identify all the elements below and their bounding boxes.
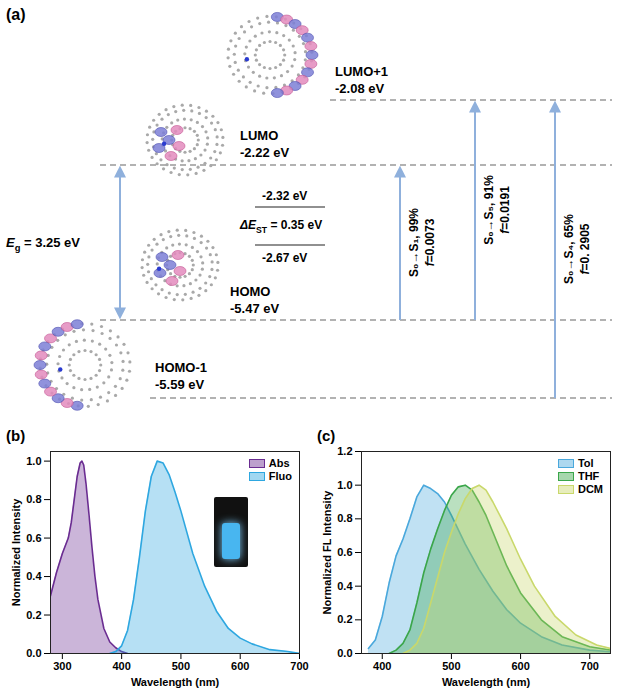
svg-text:0.8: 0.8 <box>337 512 352 524</box>
svg-text:-5.47 eV: -5.47 eV <box>230 301 279 316</box>
svg-text:700: 700 <box>581 660 599 672</box>
svg-text:LUMO+1: LUMO+1 <box>335 64 388 79</box>
svg-text:0.2: 0.2 <box>26 609 41 621</box>
svg-text:0.4: 0.4 <box>337 580 353 592</box>
svg-text:HOMO-1: HOMO-1 <box>155 360 207 375</box>
svg-text:400: 400 <box>373 660 391 672</box>
svg-text:1.2: 1.2 <box>337 445 352 457</box>
svg-text:600: 600 <box>511 660 529 672</box>
svg-text:Eg = 3.25 eV: Eg = 3.25 eV <box>6 235 80 253</box>
svg-text:600: 600 <box>231 660 249 672</box>
svg-text:0.0: 0.0 <box>26 647 41 659</box>
svg-text:-2.67 eV: -2.67 eV <box>262 251 307 265</box>
svg-text:0.6: 0.6 <box>337 546 352 558</box>
svg-text:500: 500 <box>442 660 460 672</box>
svg-text:HOMO: HOMO <box>230 284 270 299</box>
svg-text:-5.59 eV: -5.59 eV <box>155 377 204 392</box>
svg-text:S₀→S₄, 65%: S₀→S₄, 65% <box>562 214 576 284</box>
svg-text:700: 700 <box>290 660 308 672</box>
svg-text:0.4: 0.4 <box>26 570 42 582</box>
svg-text:(a): (a) <box>6 6 26 23</box>
svg-text:f=0. 2905: f=0. 2905 <box>578 223 592 274</box>
svg-text:f=0.0073: f=0.0073 <box>423 218 437 266</box>
svg-text:400: 400 <box>112 660 130 672</box>
svg-text:Normalized FL Intensity: Normalized FL Intensity <box>321 490 333 615</box>
svg-text:500: 500 <box>172 660 190 672</box>
svg-text:S₀→S₅, 91%: S₀→S₅, 91% <box>482 175 496 245</box>
svg-text:Wavelength (nm): Wavelength (nm) <box>442 676 531 688</box>
svg-text:f=0.0191: f=0.0191 <box>498 186 512 234</box>
svg-text:-2.22 eV: -2.22 eV <box>240 145 289 160</box>
svg-text:0.6: 0.6 <box>26 532 41 544</box>
html-text:Fluo: Fluo <box>268 470 292 482</box>
html-text:Tol: Tol <box>577 457 594 469</box>
svg-text:0.2: 0.2 <box>337 613 352 625</box>
svg-text:0.0: 0.0 <box>337 647 352 659</box>
svg-text:300: 300 <box>53 660 71 672</box>
svg-text:1.0: 1.0 <box>26 455 41 467</box>
html-text:DCM: DCM <box>577 483 603 495</box>
svg-text:Normalized Intensity: Normalized Intensity <box>10 498 22 606</box>
html-text:(c): (c) <box>317 427 336 444</box>
svg-text:LUMO: LUMO <box>240 128 278 143</box>
svg-text:Wavelength (nm): Wavelength (nm) <box>131 676 220 688</box>
html-text:Abs: Abs <box>268 457 290 469</box>
html-text:(b): (b) <box>6 427 26 444</box>
html-text:THF: THF <box>577 470 600 482</box>
svg-text:0.8: 0.8 <box>26 493 41 505</box>
svg-text:-2.08 eV: -2.08 eV <box>335 81 384 96</box>
svg-text:ΔEST = 0.35 eV: ΔEST = 0.35 eV <box>239 218 322 235</box>
svg-text:S₀→S₁, 99%: S₀→S₁, 99% <box>407 208 421 277</box>
svg-text:1.0: 1.0 <box>337 479 352 491</box>
svg-text:-2.32 eV: -2.32 eV <box>262 189 307 203</box>
